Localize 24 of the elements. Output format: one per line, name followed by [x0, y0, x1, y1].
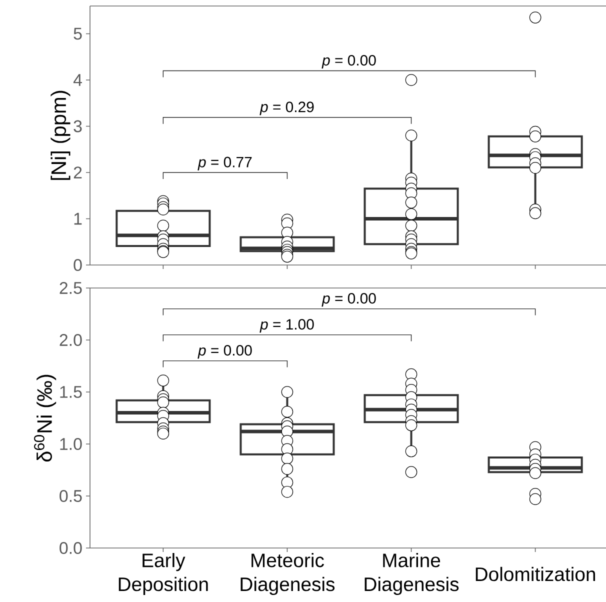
x-tick-label: Dolomitization — [476, 566, 596, 582]
annotation: p = 0.77 — [198, 156, 252, 170]
y-tick-label: 2.0 — [60, 334, 82, 346]
y-tick-label: 0.5 — [60, 490, 82, 502]
y-tick-label: 1.5 — [60, 386, 82, 398]
x-tick-label: Meteoric Diagenesis — [240, 552, 335, 596]
x-tick-label: Marine Diagenesis — [364, 552, 459, 596]
y-tick-label: 0 — [74, 259, 82, 271]
y-axis-title: [Ni] (ppm) — [50, 90, 70, 180]
annotation: p = 1.00 — [260, 319, 314, 333]
y-tick-label: 2 — [74, 166, 82, 178]
x-tick-label: Early Deposition — [118, 552, 208, 596]
y-tick-label: 5 — [74, 28, 82, 40]
y-tick-label: 1.0 — [60, 438, 82, 450]
y-tick-label: 3 — [74, 120, 82, 132]
annotation: p = 0.00 — [322, 55, 376, 69]
annotation: p = 0.00 — [198, 345, 252, 359]
y-tick-label: 1 — [74, 212, 82, 225]
annotation: p = 0.00 — [322, 293, 376, 307]
y-tick-label: 0.0 — [60, 542, 82, 554]
y-tick-label: 2.5 — [60, 282, 82, 294]
annotation: p = 0.29 — [260, 102, 314, 116]
y-axis-title: δ$^{60}$Ni (‰) — [34, 374, 56, 462]
y-tick-label: 4 — [73, 74, 82, 86]
